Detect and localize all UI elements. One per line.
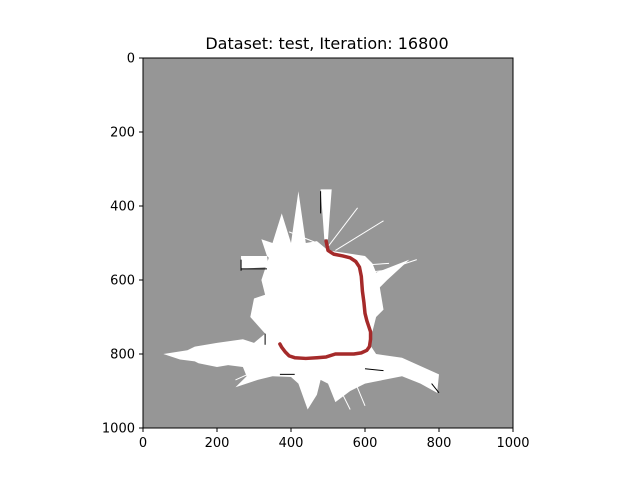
occupancy-map xyxy=(163,189,440,410)
y-tick-label: 400 xyxy=(110,200,135,215)
free-ray-1 xyxy=(327,207,358,248)
free-region-0 xyxy=(320,189,332,240)
y-tick-label: 0 xyxy=(127,52,135,67)
plot-frame xyxy=(142,57,514,429)
y-axis: 0 200 400 600 800 1000 xyxy=(102,52,143,437)
obstacle-line-3 xyxy=(364,368,384,372)
free-ray-6 xyxy=(364,279,381,288)
y-tick-label: 600 xyxy=(110,274,135,289)
y-tick-label: 1000 xyxy=(102,422,135,437)
x-tick-label: 1000 xyxy=(496,436,529,451)
free-ray-0 xyxy=(288,231,318,244)
obstacle-line-5 xyxy=(431,383,440,394)
free-ray-9 xyxy=(305,364,314,399)
free-ray-5 xyxy=(366,259,417,277)
free-ray-4 xyxy=(364,268,399,274)
trajectory-path xyxy=(278,239,373,361)
free-ray-11 xyxy=(327,364,351,410)
x-tick-label: 400 xyxy=(279,436,304,451)
free-ray-3 xyxy=(361,262,390,266)
free-ray-2 xyxy=(335,220,384,251)
x-tick-label: 800 xyxy=(427,436,452,451)
x-tick-label: 200 xyxy=(205,436,230,451)
y-tick-label: 800 xyxy=(110,348,135,363)
y-tick-label: 200 xyxy=(110,126,135,141)
x-axis: 0 200 400 600 800 1000 xyxy=(139,428,530,451)
free-ray-10 xyxy=(235,360,277,381)
chart-title: Dataset: test, Iteration: 16800 xyxy=(205,34,448,53)
trajectory-line xyxy=(278,239,373,361)
free-ray-12 xyxy=(401,361,436,388)
free-region-2 xyxy=(241,255,269,269)
free-ray-8 xyxy=(346,361,366,406)
free-region-1 xyxy=(163,191,439,410)
x-tick-label: 0 xyxy=(139,436,147,451)
x-tick-label: 600 xyxy=(353,436,378,451)
